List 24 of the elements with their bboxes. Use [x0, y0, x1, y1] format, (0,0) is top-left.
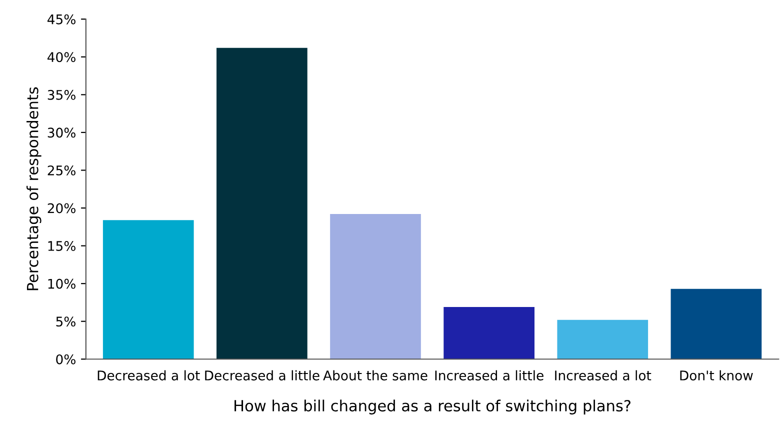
y-tick-label: 10%: [48, 278, 76, 289]
x-axis-title: How has bill changed as a result of switching plans?: [234, 400, 630, 414]
x-tick-label: Decreased a lot: [98, 370, 200, 380]
x-tick-label: Don't know: [680, 370, 753, 380]
y-tick-label: 25%: [48, 165, 76, 176]
x-tick-label: Increased a lot: [555, 370, 652, 380]
y-tick-label: 0%: [56, 354, 76, 364]
bar: [557, 320, 648, 360]
bar: [670, 288, 762, 360]
y-tick-label: 15%: [48, 241, 76, 251]
bar: [216, 48, 308, 360]
bar: [102, 220, 194, 360]
x-tick-label: About the same: [323, 370, 428, 380]
x-tick-label: Increased a little: [435, 370, 544, 380]
y-tick-label: 20%: [48, 203, 76, 214]
x-tick-label: Decreased a little: [205, 370, 320, 380]
y-tick-label: 45%: [48, 14, 76, 24]
y-tick-label: 35%: [48, 90, 76, 100]
y-axis-title: Percentage of respondents: [26, 87, 42, 290]
bar: [330, 214, 421, 360]
y-tick-label: 40%: [48, 52, 76, 62]
y-tick-label: 5%: [56, 316, 76, 327]
bar: [444, 306, 534, 360]
y-tick-label: 30%: [48, 128, 76, 138]
